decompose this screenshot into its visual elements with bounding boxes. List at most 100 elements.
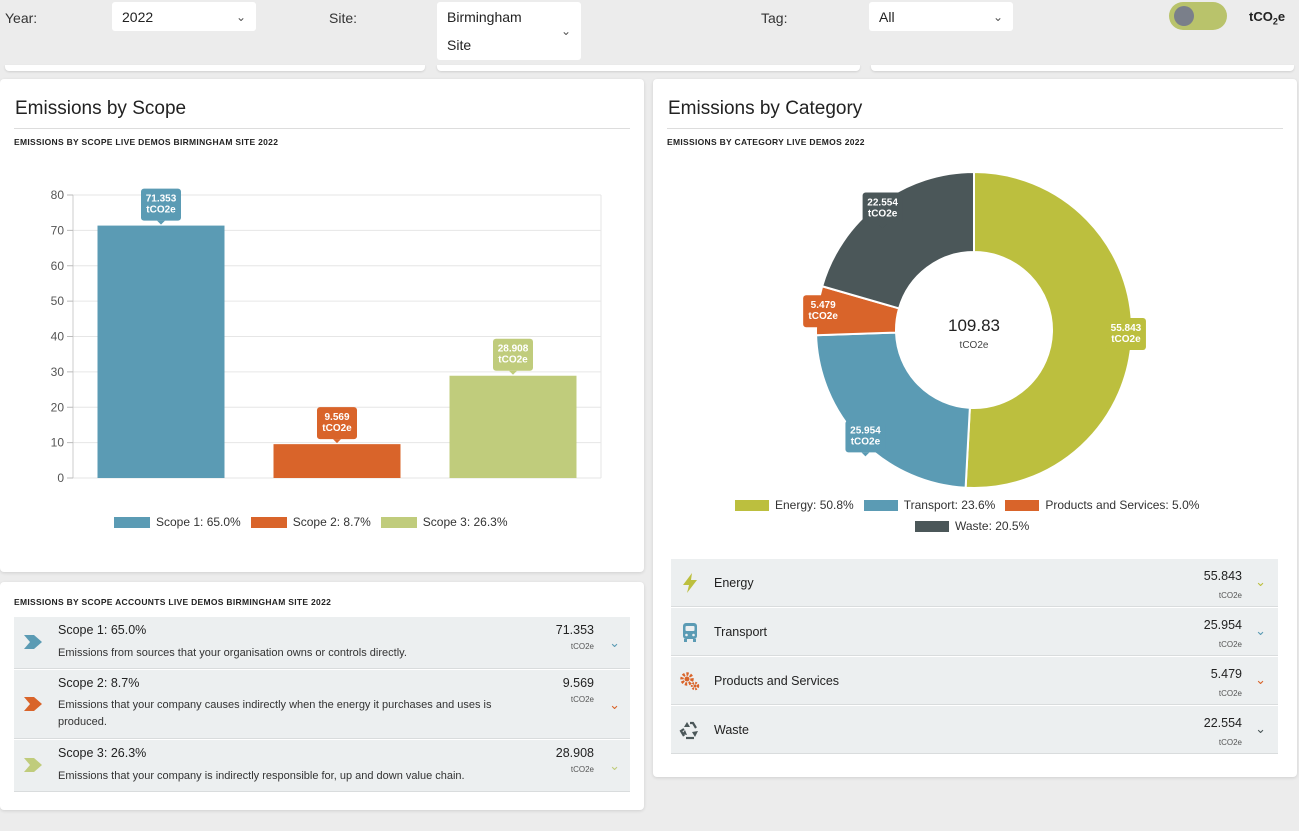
donut-center-value: 109.83 (948, 316, 1000, 335)
chevron-down-icon[interactable]: ⌄ (1255, 672, 1266, 687)
unit-toggle[interactable] (1169, 2, 1227, 30)
category-label: Transport (714, 625, 768, 639)
chevron-down-icon[interactable]: ⌄ (1255, 721, 1266, 736)
category-panel-title: Emissions by Category (668, 98, 863, 119)
donut-data-label-pointer (1121, 350, 1130, 355)
legend-swatch-scope3 (380, 516, 417, 528)
chevron-down-icon: ⌄ (560, 24, 571, 38)
bar-scope-3[interactable] (449, 375, 577, 478)
donut-data-label-pointer (819, 327, 828, 332)
bar-data-label-text: 28.908 (498, 344, 529, 355)
category-legend: Energy: 50.8% Transport: 23.6% Products … (735, 498, 1199, 512)
donut-center-unit: tCO2e (960, 340, 989, 351)
chevron-down-icon[interactable]: ⌄ (609, 758, 620, 773)
chevron-right-icon (24, 758, 42, 772)
tag-select-value: All (879, 8, 895, 25)
site-label: Site: (329, 10, 358, 26)
account-row-scope2[interactable]: Scope 2: 8.7% Emissions that your compan… (14, 670, 630, 739)
legend-swatch-products (1005, 499, 1040, 511)
y-tick-label: 20 (51, 400, 65, 414)
donut-data-label-text: tCO2e (868, 209, 898, 220)
chevron-down-icon[interactable]: ⌄ (1255, 623, 1266, 638)
bar-data-label-text: tCO2e (146, 205, 176, 216)
donut-data-label-text: 5.479 (811, 300, 836, 311)
legend-label-scope3: Scope 3: 26.3% (422, 515, 508, 529)
chevron-right-icon (24, 635, 42, 649)
chevron-down-icon[interactable]: ⌄ (609, 635, 620, 650)
chevron-down-icon: ⌄ (992, 9, 1003, 24)
y-tick-label: 50 (51, 294, 65, 308)
tag-select[interactable]: All ⌄ (869, 2, 1013, 31)
donut-data-label-text: 55.843 (1111, 323, 1142, 334)
chevron-down-icon[interactable]: ⌄ (1255, 574, 1266, 589)
scope-legend: Scope 1: 65.0% Scope 2: 8.7% Scope 3: 26… (114, 515, 508, 529)
unit-toggle-label: tCO2e (1249, 9, 1285, 27)
category-unit: tCO2e (1218, 738, 1242, 747)
tag-label: Tag: (761, 10, 788, 26)
category-row-energy[interactable]: Energy 55.843 tCO2e ⌄ (671, 559, 1278, 607)
legend-swatch-energy (735, 499, 769, 511)
bar-data-label-pointer (157, 220, 165, 225)
bus-icon (683, 623, 697, 642)
category-value: 5.479 (1210, 667, 1242, 681)
unit-end: e (1277, 9, 1286, 24)
account-value: 71.353 (555, 623, 594, 637)
year-select-value: 2022 (122, 8, 154, 25)
account-unit: tCO2e (570, 642, 594, 651)
bar-data-label-text: tCO2e (322, 423, 352, 434)
bar-scope-2[interactable] (273, 444, 401, 478)
divider (667, 128, 1283, 129)
account-row-scope1[interactable]: Scope 1: 65.0% Emissions from sources th… (14, 617, 630, 669)
donut-slice-transport[interactable] (815, 331, 971, 489)
legend-label-transport: Transport: 23.6% (903, 498, 996, 512)
category-label: Waste (714, 723, 749, 737)
category-value: 55.843 (1203, 569, 1242, 583)
y-tick-label: 80 (51, 188, 65, 202)
chevron-down-icon: ⌄ (235, 9, 246, 24)
bar-data-label-box (141, 188, 181, 221)
y-tick-label: 40 (51, 330, 65, 344)
unit-sub: 2 (1272, 16, 1278, 27)
account-value: 9.569 (562, 676, 594, 690)
legend-label-scope2: Scope 2: 8.7% (292, 515, 371, 529)
category-row-transport[interactable]: Transport 25.954 tCO2e ⌄ (671, 608, 1278, 656)
donut-slice-energy[interactable] (964, 170, 1134, 489)
bar-data-label-pointer (509, 370, 517, 375)
donut-data-label-text: tCO2e (1111, 334, 1141, 345)
legend-swatch-waste (915, 520, 949, 532)
category-value: 25.954 (1203, 618, 1242, 632)
year-select[interactable]: 2022 ⌄ (112, 2, 256, 31)
category-row-waste[interactable]: Waste 22.554 tCO2e ⌄ (671, 706, 1278, 754)
account-desc: Emissions from sources that your organis… (58, 647, 407, 659)
y-tick-label: 0 (57, 471, 64, 485)
donut-slice-waste[interactable] (820, 170, 975, 310)
account-row-scope3[interactable]: Scope 3: 26.3% Emissions that your compa… (14, 740, 630, 792)
scope-panel-subtitle: EMISSIONS BY SCOPE LIVE DEMOS BIRMINGHAM… (14, 137, 279, 147)
legend-label-scope1: Scope 1: 65.0% (156, 515, 241, 529)
chevron-down-icon[interactable]: ⌄ (609, 697, 620, 712)
account-desc: Emissions that your company is indirectl… (58, 770, 465, 782)
donut-data-label-box (862, 192, 903, 225)
category-donut-chart: 55.843tCO2e25.954tCO2e5.479tCO2e22.554tC… (803, 170, 1146, 489)
site-select[interactable]: Birmingham Site ⌄ (437, 2, 581, 60)
bar-scope-1[interactable] (97, 225, 225, 478)
category-unit: tCO2e (1218, 640, 1242, 649)
legend-label-energy: Energy: 50.8% (775, 498, 854, 512)
account-title: Scope 1: 65.0% (58, 623, 147, 637)
accounts-subtitle: EMISSIONS BY SCOPE ACCOUNTS LIVE DEMOS B… (14, 597, 332, 607)
donut-data-label-box (1105, 318, 1146, 351)
bar-data-label-text: 9.569 (324, 412, 349, 423)
category-label: Energy (714, 576, 754, 590)
legend-swatch-scope2 (250, 516, 287, 528)
category-value: 22.554 (1203, 716, 1242, 730)
bar-data-label-box (317, 407, 357, 440)
category-label: Products and Services (714, 674, 840, 688)
lightning-icon (683, 573, 697, 593)
donut-data-label-text: 22.554 (867, 198, 898, 209)
scope-panel-title: Emissions by Scope (15, 98, 187, 119)
category-row-products[interactable]: Products and Services 5.479 tCO2e ⌄ (671, 657, 1278, 705)
legend-label-products: Products and Services: 5.0% (1045, 498, 1200, 512)
